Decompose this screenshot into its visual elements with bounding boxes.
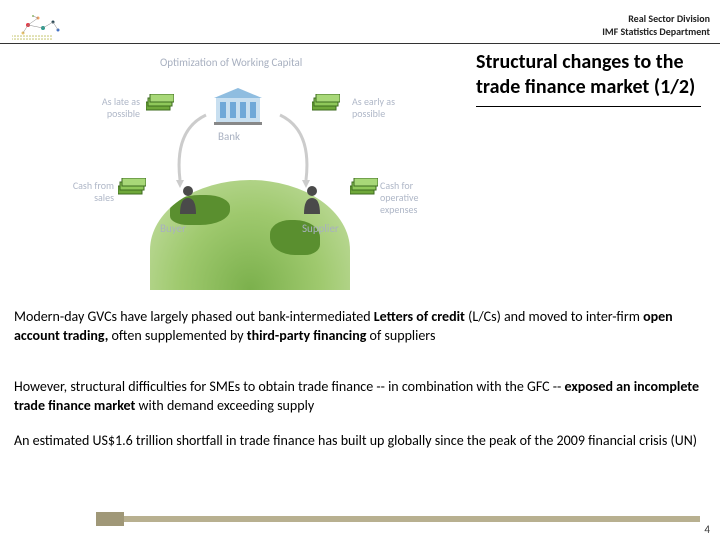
supplier-label: Supplier (302, 222, 339, 235)
diagram-heading: Optimization of Working Capital (160, 56, 302, 69)
paragraph-2: However, structural difficulties for SME… (14, 378, 706, 416)
p1-bold-1: Letters of credit (374, 308, 465, 325)
cash-icon (118, 178, 146, 196)
p1-text: of suppliers (366, 327, 435, 344)
slide-title: Structural changes to the trade finance … (476, 50, 701, 107)
org-logo-icon (8, 8, 88, 42)
paragraph-3: An estimated US$1.6 trillion shortfall i… (14, 432, 706, 451)
p1-bold-3: third-party financing (247, 327, 367, 344)
bank-label: Bank (218, 130, 240, 143)
arrow-left-icon (166, 110, 216, 190)
label-as-early: As early as possible (352, 96, 412, 120)
p2-text: with demand exceeding supply (135, 397, 314, 414)
bank-icon (210, 86, 266, 126)
header-org-text: Real Sector Division IMF Statistics Depa… (602, 12, 710, 38)
p1-text: often supplemented by (108, 327, 246, 344)
label-as-late: As late as possible (80, 96, 140, 120)
label-cash-expenses: Cash for operative expenses (380, 180, 440, 216)
header-line-1: Real Sector Division (602, 12, 710, 25)
p1-text: (L/Cs) and moved to inter-firm (465, 308, 643, 325)
p1-text: Modern-day GVCs have largely phased out … (14, 308, 374, 325)
header-line-2: IMF Statistics Department (602, 25, 710, 38)
page-number: 4 (704, 523, 710, 536)
footer-bar (96, 516, 700, 522)
cash-icon (350, 178, 378, 196)
buyer-label: Buyer (160, 222, 186, 235)
p2-text: However, structural difficulties for SME… (14, 378, 565, 395)
arrow-right-icon (270, 110, 320, 190)
label-cash-sales: Cash from sales (54, 180, 114, 204)
paragraph-1: Modern-day GVCs have largely phased out … (14, 308, 706, 346)
slide-header: Real Sector Division IMF Statistics Depa… (0, 8, 720, 44)
working-capital-diagram: Optimization of Working Capital Bank As … (70, 50, 470, 290)
